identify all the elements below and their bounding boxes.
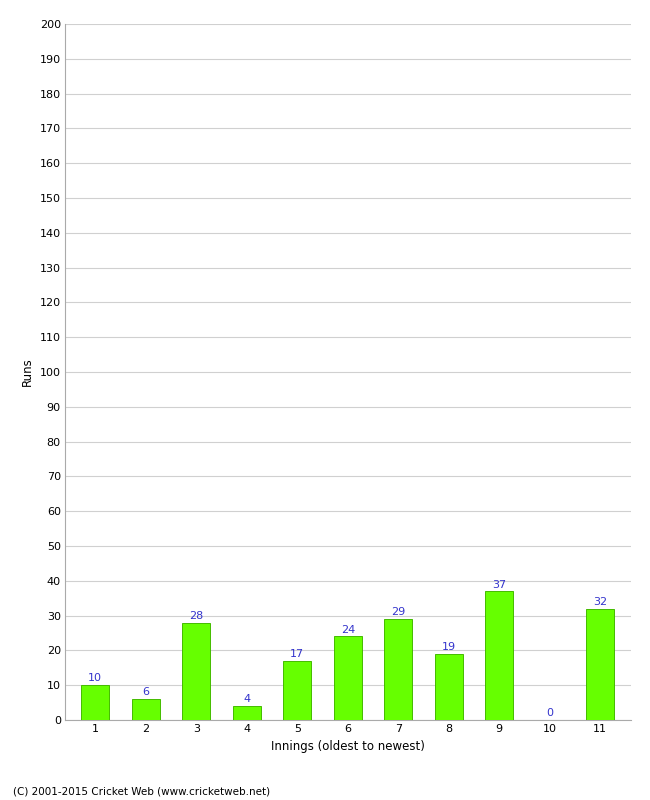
Text: (C) 2001-2015 Cricket Web (www.cricketweb.net): (C) 2001-2015 Cricket Web (www.cricketwe… bbox=[13, 786, 270, 796]
Bar bbox=[486, 591, 513, 720]
Text: 24: 24 bbox=[341, 625, 355, 634]
Text: 32: 32 bbox=[593, 597, 607, 607]
Bar bbox=[283, 661, 311, 720]
Text: 29: 29 bbox=[391, 607, 406, 618]
Bar bbox=[586, 609, 614, 720]
Text: 10: 10 bbox=[88, 674, 102, 683]
Text: 28: 28 bbox=[189, 611, 203, 621]
X-axis label: Innings (oldest to newest): Innings (oldest to newest) bbox=[271, 740, 424, 753]
Text: 0: 0 bbox=[546, 708, 553, 718]
Bar bbox=[334, 637, 361, 720]
Bar bbox=[132, 699, 160, 720]
Text: 4: 4 bbox=[243, 694, 250, 704]
Text: 19: 19 bbox=[441, 642, 456, 652]
Text: 37: 37 bbox=[492, 579, 506, 590]
Text: 17: 17 bbox=[290, 649, 304, 659]
Bar bbox=[183, 622, 210, 720]
Bar bbox=[233, 706, 261, 720]
Bar bbox=[384, 619, 412, 720]
Y-axis label: Runs: Runs bbox=[21, 358, 34, 386]
Text: 6: 6 bbox=[142, 687, 150, 698]
Bar bbox=[81, 685, 109, 720]
Bar bbox=[435, 654, 463, 720]
